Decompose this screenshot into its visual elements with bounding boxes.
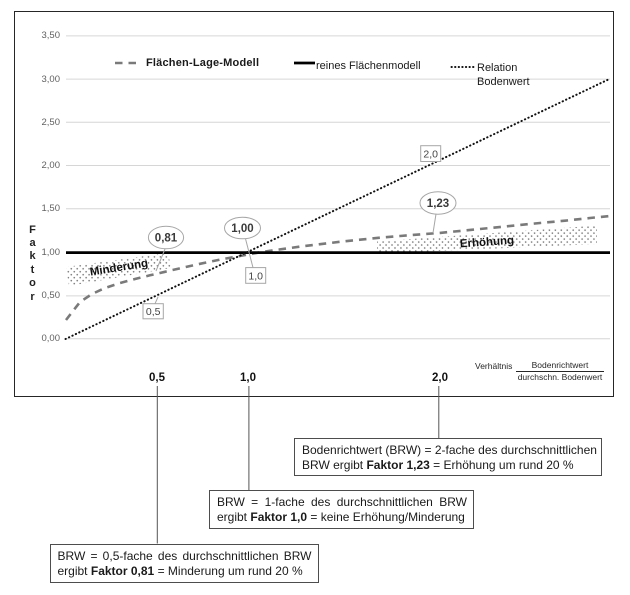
svg-text:0,5: 0,5 — [146, 306, 161, 318]
svg-text:1,23: 1,23 — [427, 198, 449, 210]
svg-text:0,81: 0,81 — [155, 233, 178, 245]
svg-text:Erhöhung: Erhöhung — [460, 235, 515, 251]
svg-text:1,00: 1,00 — [231, 223, 253, 235]
svg-text:2,0: 2,0 — [423, 149, 438, 161]
svg-text:1,0: 1,0 — [248, 271, 263, 283]
